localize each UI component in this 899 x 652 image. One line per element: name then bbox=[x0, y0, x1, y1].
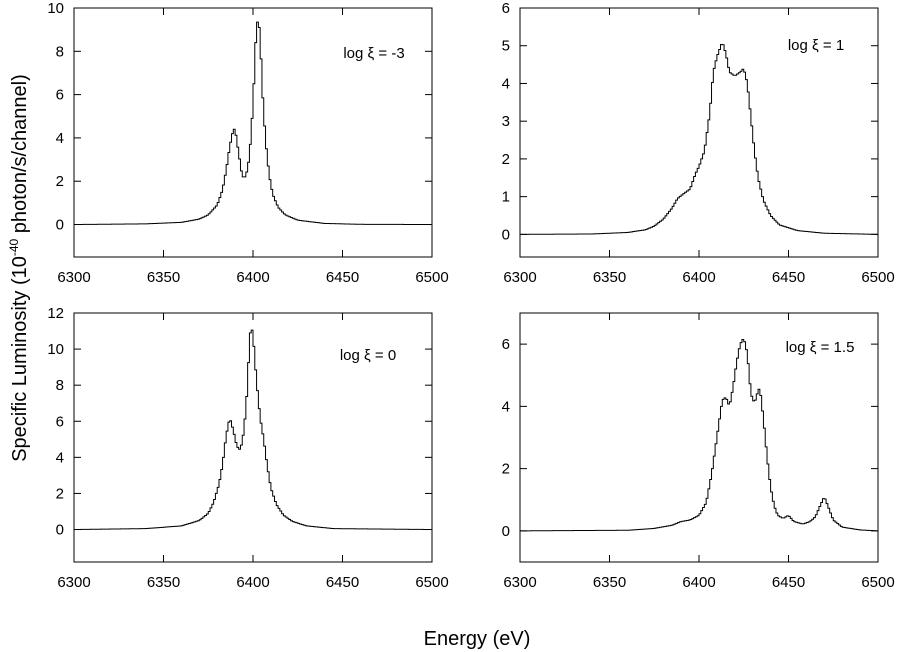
chart-panel-1: 6300 6350 6400 6450 6500 0 2 4 6 8 10 log ξ = -3 bbox=[47, 0, 448, 286]
x-tick-label: 6400 bbox=[236, 574, 269, 591]
y-tick-label: 6 bbox=[502, 336, 510, 353]
x-tick-label: 6450 bbox=[772, 574, 805, 591]
y-tick-label: 6 bbox=[56, 413, 64, 430]
y-tick-label: 4 bbox=[502, 75, 510, 92]
x-tick-label: 6350 bbox=[147, 574, 180, 591]
y-tick-label: 3 bbox=[502, 113, 510, 130]
spectrum-line bbox=[520, 43, 878, 235]
y-axis-title-tail: photon/s/channel) bbox=[9, 74, 31, 239]
y-tick-label: 6 bbox=[502, 0, 510, 17]
x-tick-label: 6450 bbox=[326, 269, 359, 286]
y-tick-label: 2 bbox=[502, 151, 510, 168]
y-tick-label: 0 bbox=[56, 217, 64, 234]
ionization-label: log ξ = 0 bbox=[340, 347, 396, 364]
ionization-label: log ξ = -3 bbox=[343, 45, 404, 62]
y-tick-label: 8 bbox=[56, 377, 64, 394]
y-tick-label: 4 bbox=[502, 398, 510, 415]
x-tick-label: 6450 bbox=[326, 574, 359, 591]
y-tick-label: 0 bbox=[56, 522, 64, 539]
x-tick-label: 6450 bbox=[772, 269, 805, 286]
y-tick-label: 2 bbox=[502, 461, 510, 478]
x-tick-label: 6500 bbox=[415, 269, 448, 286]
x-tick-label: 6400 bbox=[682, 269, 715, 286]
spectrum-line bbox=[520, 338, 878, 532]
y-tick-label: 12 bbox=[47, 305, 64, 322]
y-tick-label: 5 bbox=[502, 38, 510, 55]
y-tick-label: 6 bbox=[56, 87, 64, 104]
spectrum-line bbox=[74, 329, 432, 531]
ionization-label: log ξ = 1 bbox=[788, 37, 844, 54]
x-tick-label: 6300 bbox=[503, 269, 536, 286]
y-axis-title-exponent: -40 bbox=[7, 238, 21, 256]
y-tick-label: 10 bbox=[47, 341, 64, 358]
ionization-label: log ξ = 1.5 bbox=[786, 339, 855, 356]
y-tick-label: 0 bbox=[502, 226, 510, 243]
y-axis-title: Specific Luminosity (10-40 photon/s/chan… bbox=[7, 74, 31, 462]
x-tick-label: 6300 bbox=[503, 574, 536, 591]
x-tick-label: 6500 bbox=[861, 574, 894, 591]
x-tick-label: 6500 bbox=[861, 269, 894, 286]
x-tick-label: 6300 bbox=[57, 574, 90, 591]
x-tick-label: 6400 bbox=[682, 574, 715, 591]
y-tick-label: 8 bbox=[56, 43, 64, 60]
y-tick-label: 0 bbox=[502, 523, 510, 540]
y-tick-label: 4 bbox=[56, 130, 64, 147]
chart-panel-2: 6300 6350 6400 6450 6500 0 1 2 3 4 5 6 log ξ = 1 bbox=[502, 0, 895, 286]
x-tick-label: 6350 bbox=[147, 269, 180, 286]
y-tick-label: 2 bbox=[56, 173, 64, 190]
x-axis-title: Energy (eV) bbox=[424, 628, 531, 650]
chart-panel-3: 6300 6350 6400 6450 6500 0 2 4 6 8 10 12 log ξ = 0 bbox=[47, 305, 448, 591]
x-tick-label: 6500 bbox=[415, 574, 448, 591]
x-tick-label: 6350 bbox=[593, 574, 626, 591]
y-axis-title-main: Specific Luminosity (10 bbox=[9, 256, 31, 462]
chart-panel-4: 6300 6350 6400 6450 6500 0 2 4 6 log ξ = 1.5 bbox=[502, 312, 895, 591]
y-tick-label: 10 bbox=[47, 0, 64, 17]
y-tick-label: 1 bbox=[502, 189, 510, 206]
x-tick-label: 6300 bbox=[57, 269, 90, 286]
spectrum-line bbox=[74, 21, 432, 226]
x-tick-label: 6400 bbox=[236, 269, 269, 286]
y-tick-label: 2 bbox=[56, 485, 64, 502]
x-tick-label: 6350 bbox=[593, 269, 626, 286]
y-tick-label: 4 bbox=[56, 449, 64, 466]
